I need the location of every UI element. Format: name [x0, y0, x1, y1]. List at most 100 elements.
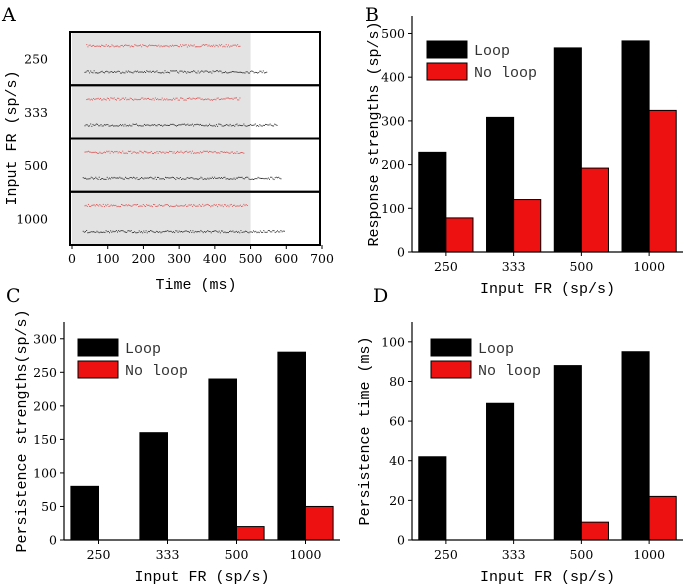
spike-dot — [162, 205, 164, 207]
spike-dot — [153, 124, 155, 126]
spike-dot — [251, 178, 253, 180]
spike-dot — [247, 72, 249, 74]
spike-dot — [113, 231, 115, 233]
x-tick-label: 333 — [156, 547, 180, 562]
spike-dot — [151, 44, 153, 46]
spike-dot — [154, 152, 156, 154]
spike-dot — [154, 204, 156, 206]
x-tick-label: 1000 — [633, 547, 665, 562]
spike-dot — [173, 70, 175, 72]
panel-c: C 0 50 100 150 200 250 300 250 333 500 1000 Input FR… — [6, 285, 340, 584]
spike-dot — [241, 125, 243, 127]
spike-dot — [275, 231, 277, 233]
spike-dot — [239, 97, 241, 99]
spike-dot — [259, 70, 261, 72]
spike-dot — [151, 70, 153, 72]
spike-dot — [223, 204, 225, 206]
spike-dot — [277, 230, 278, 232]
spike-dot — [241, 231, 243, 233]
spike-dot — [207, 204, 209, 206]
spike-dot — [109, 177, 110, 179]
spike-dot — [236, 151, 238, 153]
spike-dot — [143, 98, 145, 100]
spike-dot — [223, 45, 225, 47]
spike-dot — [269, 123, 271, 125]
spike-dot — [173, 45, 175, 47]
spike-dot — [90, 205, 92, 207]
spike-dot — [112, 98, 114, 100]
raster-trace-1000-no_loop — [84, 203, 248, 208]
spike-dot — [207, 45, 209, 47]
spike-dot — [122, 124, 124, 126]
spike-dot — [197, 97, 199, 99]
spike-dot — [91, 152, 93, 154]
spike-dot — [234, 44, 236, 46]
raster-trace-333-loop — [84, 123, 278, 127]
spike-dot — [269, 178, 270, 180]
spike-dot — [120, 99, 122, 101]
x-tick-label: 250 — [434, 259, 458, 274]
spike-dot — [149, 125, 151, 127]
spike-dot — [127, 45, 129, 47]
spike-dot — [238, 99, 240, 101]
spike-dot — [211, 205, 213, 207]
spike-dot — [89, 231, 91, 233]
spike-dot — [150, 176, 152, 178]
spike-dot — [109, 46, 111, 48]
spike-dot — [166, 151, 168, 153]
spike-dot — [118, 177, 120, 179]
y-axis-label-d: Persistence time (ms) — [357, 336, 374, 525]
spike-dot — [235, 71, 237, 73]
spike-dot — [249, 72, 251, 74]
bar-loop-250 — [418, 151, 447, 253]
spike-dot — [154, 71, 156, 73]
legend-swatch-no_loop — [430, 360, 472, 379]
spike-dot — [176, 97, 178, 99]
spike-dot — [137, 70, 139, 72]
y-tick-label: 40 — [389, 453, 405, 468]
spike-dot — [129, 204, 131, 206]
spike-dot — [111, 205, 113, 207]
spike-dot — [187, 205, 189, 207]
panel-b: B 0 100 200 300 400 500 250 333 500 1000 Input FR (… — [365, 4, 683, 298]
spike-dot — [192, 177, 194, 179]
spike-dot — [164, 98, 165, 100]
spike-dot — [130, 150, 132, 152]
spike-dot — [111, 176, 113, 178]
spike-dot — [203, 150, 205, 152]
spike-dot — [194, 152, 196, 154]
spike-dot — [123, 178, 125, 180]
legend-d: Loop No loop — [430, 338, 541, 380]
spike-dot — [182, 231, 184, 233]
spike-dot — [136, 232, 138, 234]
spike-dot — [177, 99, 179, 101]
spike-dot — [218, 177, 220, 179]
spike-dot — [131, 152, 133, 154]
spike-dot — [214, 230, 216, 232]
spike-dot — [236, 45, 237, 47]
spike-dot — [101, 44, 103, 46]
spike-dot — [116, 150, 118, 152]
spike-dot — [161, 152, 163, 154]
spike-dot — [104, 99, 106, 100]
bar-no_loop-1000 — [648, 109, 677, 253]
spike-dot — [204, 44, 205, 46]
spike-dot — [238, 176, 240, 178]
spike-dot — [176, 45, 178, 47]
spike-dot — [111, 151, 113, 153]
spike-dot — [181, 230, 182, 232]
spike-dot — [134, 177, 136, 179]
spike-dot — [105, 204, 107, 206]
spike-dot — [241, 206, 243, 207]
spike-dot — [148, 71, 150, 73]
spike-dot — [193, 125, 195, 127]
spike-dot — [174, 44, 176, 46]
spike-dot — [271, 176, 273, 178]
spike-dot — [185, 71, 187, 73]
spike-dot — [161, 124, 163, 126]
spike-dot — [211, 151, 213, 153]
spike-dot — [226, 205, 228, 207]
spike-dot — [164, 204, 166, 206]
spike-dot — [161, 46, 163, 48]
spike-dot — [231, 97, 233, 99]
